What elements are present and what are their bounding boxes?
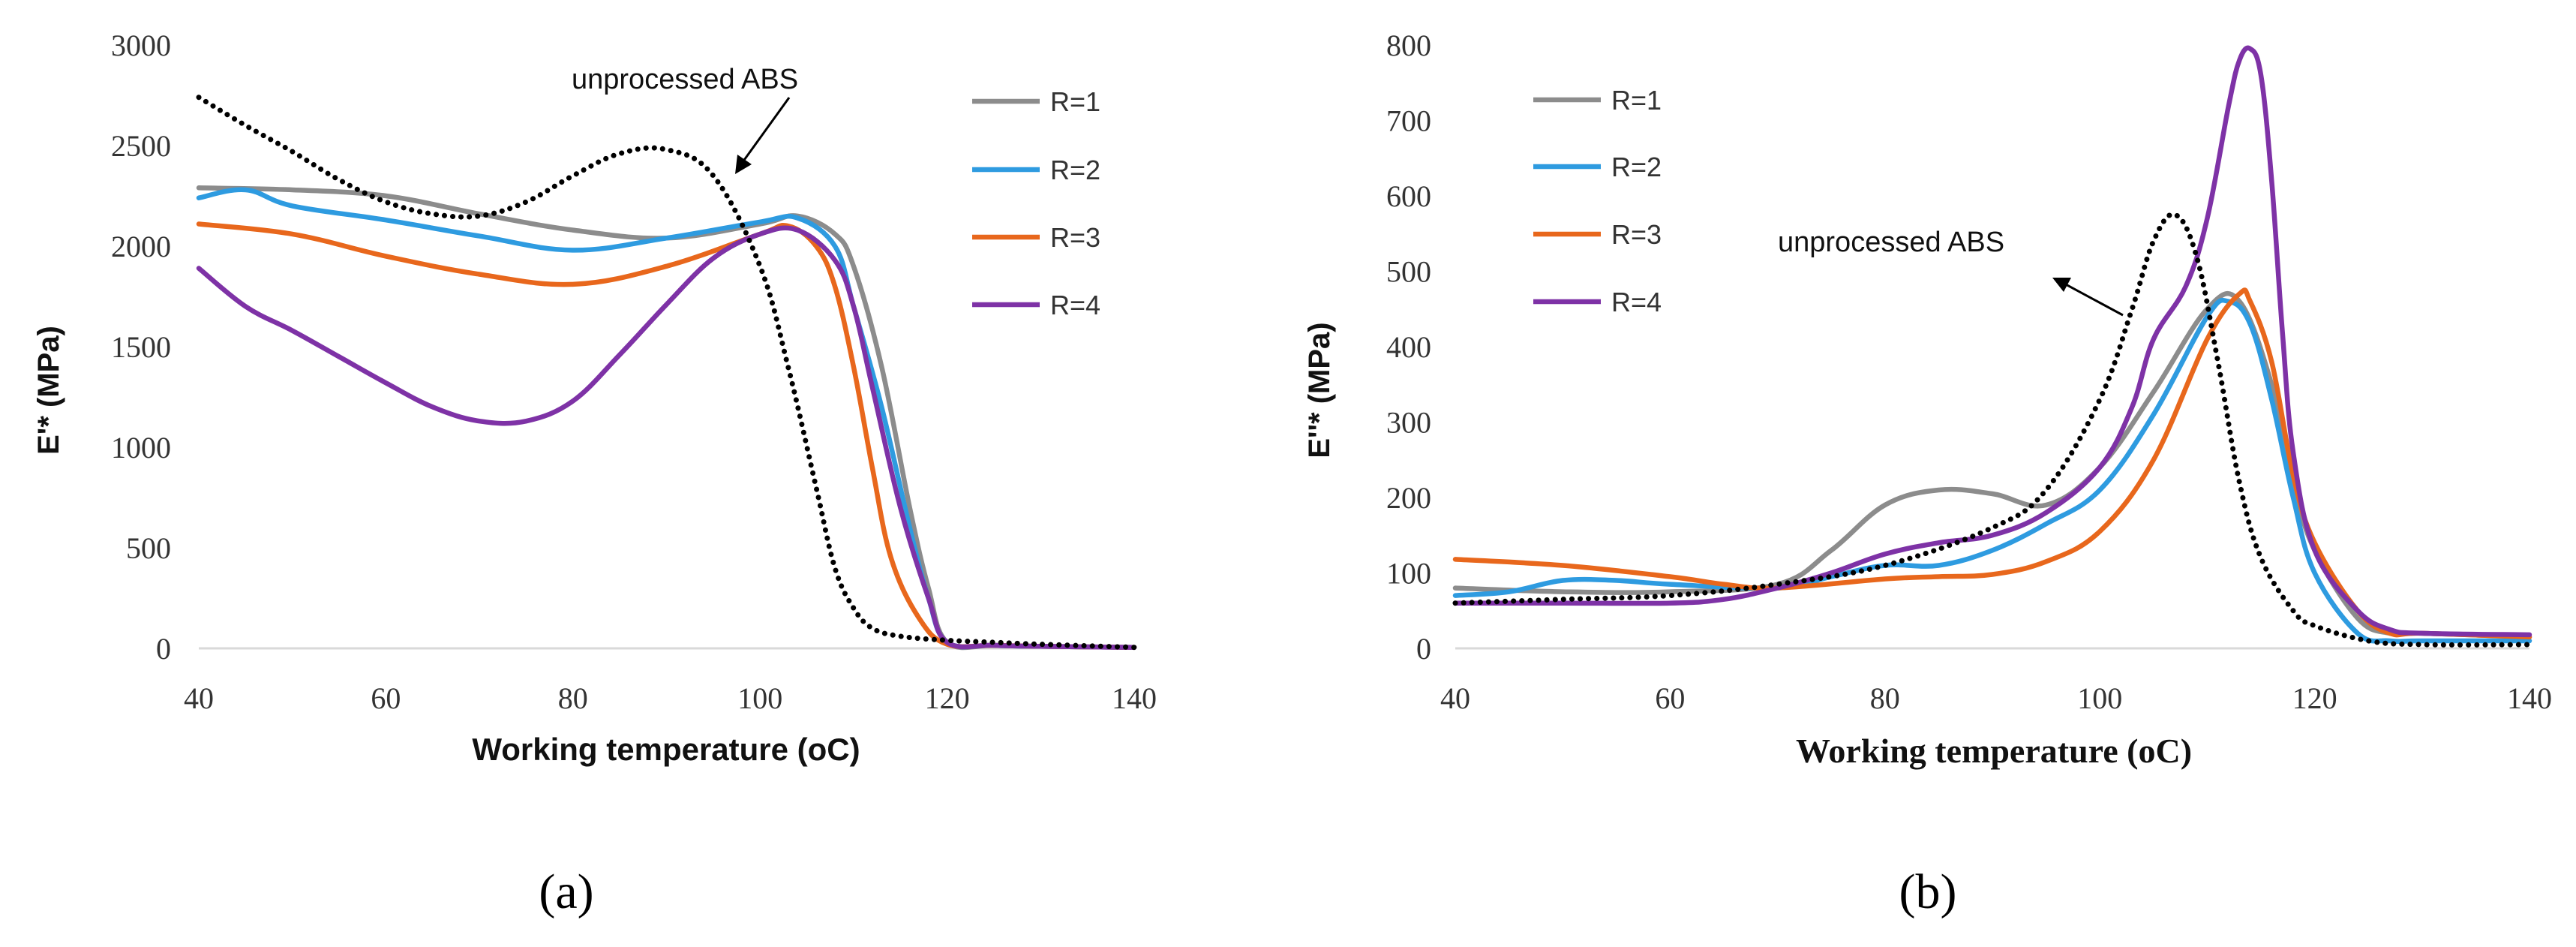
panel-b-x-axis-label: Working temperature (oC) <box>1796 732 2192 770</box>
x-tick-label: 100 <box>737 681 782 715</box>
legend-label: R=2 <box>1611 152 1662 182</box>
y-tick-label: 200 <box>1386 481 1431 515</box>
y-tick-label: 2000 <box>111 230 171 263</box>
legend-label: R=3 <box>1050 222 1100 253</box>
y-tick-label: 800 <box>1386 29 1431 62</box>
y-tick-label: 700 <box>1386 104 1431 138</box>
panel-b-annotation-arrow <box>2052 278 2124 317</box>
series-line-r-2 <box>196 187 1137 650</box>
x-tick-label: 60 <box>371 681 401 715</box>
y-tick-label: 0 <box>156 632 171 666</box>
y-tick-label: 1500 <box>111 330 171 364</box>
legend-entry: R=1 <box>1533 85 1662 116</box>
panel-a-y-ticks: 0 500 1000 1500 2000 2500 3000 <box>111 29 171 666</box>
x-tick-label: 120 <box>2292 681 2337 715</box>
chart-panel-b: E''* (MPa) 0 100 200 300 400 500 600 700 800 40 6… <box>1303 29 2552 919</box>
legend-entry: R=1 <box>972 86 1100 117</box>
x-tick-label: 60 <box>1655 681 1685 715</box>
panel-a-series <box>196 95 1137 651</box>
y-tick-label: 1000 <box>111 431 171 464</box>
x-tick-label: 140 <box>2507 681 2552 715</box>
legend-label: R=1 <box>1611 85 1662 116</box>
panel-a-annotation-arrow <box>735 97 791 174</box>
series-line-unprocessed-abs <box>196 95 1137 651</box>
legend-label: R=1 <box>1050 86 1100 117</box>
panel-b-label: (b) <box>1899 864 1957 919</box>
panel-a-annotation: unprocessed ABS <box>572 64 798 95</box>
y-tick-label: 400 <box>1386 330 1431 364</box>
legend-entry: R=4 <box>972 290 1100 320</box>
x-tick-label: 80 <box>1870 681 1900 715</box>
legend-entry: R=2 <box>1533 152 1662 182</box>
panel-b-series <box>1452 45 2532 648</box>
x-tick-label: 120 <box>925 681 970 715</box>
panel-a-x-axis-label: Working temperature (oC) <box>472 732 860 767</box>
legend-entry: R=3 <box>1533 219 1662 250</box>
chart-panel-a: E'* (MPa) 0 500 1000 1500 2000 2500 3000 40 60 8… <box>32 29 1157 919</box>
legend-entry: R=3 <box>972 222 1100 253</box>
panel-b-y-axis-label: E''* (MPa) <box>1303 322 1336 458</box>
panel-a-x-ticks: 40 60 80 100 120 140 <box>184 681 1157 715</box>
y-tick-label: 500 <box>126 531 171 565</box>
series-line-r-1 <box>196 185 1137 651</box>
legend-label: R=4 <box>1050 290 1100 320</box>
y-tick-label: 300 <box>1386 406 1431 440</box>
x-tick-label: 40 <box>184 681 214 715</box>
series-line-r-2 <box>1452 297 2532 645</box>
panel-a-legend: R=1 R=2 R=3 R=4 <box>972 86 1100 320</box>
series-line-r-3 <box>196 221 1137 650</box>
y-tick-label: 500 <box>1386 255 1431 289</box>
panel-b-annotation: unprocessed ABS <box>1778 227 2004 258</box>
x-tick-label: 140 <box>1112 681 1157 715</box>
panel-b-y-ticks: 0 100 200 300 400 500 600 700 800 <box>1386 29 1431 666</box>
panel-b-x-ticks: 40 60 80 100 120 140 <box>1440 681 2552 715</box>
series-line-r-1 <box>1452 290 2532 640</box>
legend-entry: R=2 <box>972 155 1100 185</box>
legend-entry: R=4 <box>1533 287 1662 317</box>
series-line-r-4 <box>1452 45 2532 638</box>
x-tick-label: 40 <box>1440 681 1470 715</box>
legend-label: R=4 <box>1611 287 1662 317</box>
legend-label: R=2 <box>1050 155 1100 185</box>
panel-a-y-axis-label: E'* (MPa) <box>32 326 65 455</box>
panel-b-legend: R=1 R=2 R=3 R=4 <box>1533 85 1662 317</box>
x-tick-label: 100 <box>2077 681 2122 715</box>
series-line-r-4 <box>196 225 1137 650</box>
y-tick-label: 600 <box>1386 179 1431 213</box>
series-line-r-3 <box>1452 287 2532 640</box>
y-tick-label: 100 <box>1386 557 1431 591</box>
y-tick-label: 3000 <box>111 29 171 62</box>
panel-a-label: (a) <box>539 864 593 919</box>
y-tick-label: 0 <box>1416 632 1431 666</box>
x-tick-label: 80 <box>558 681 588 715</box>
series-line-unprocessed-abs <box>1452 212 2532 648</box>
y-tick-label: 2500 <box>111 129 171 163</box>
legend-label: R=3 <box>1611 219 1662 250</box>
